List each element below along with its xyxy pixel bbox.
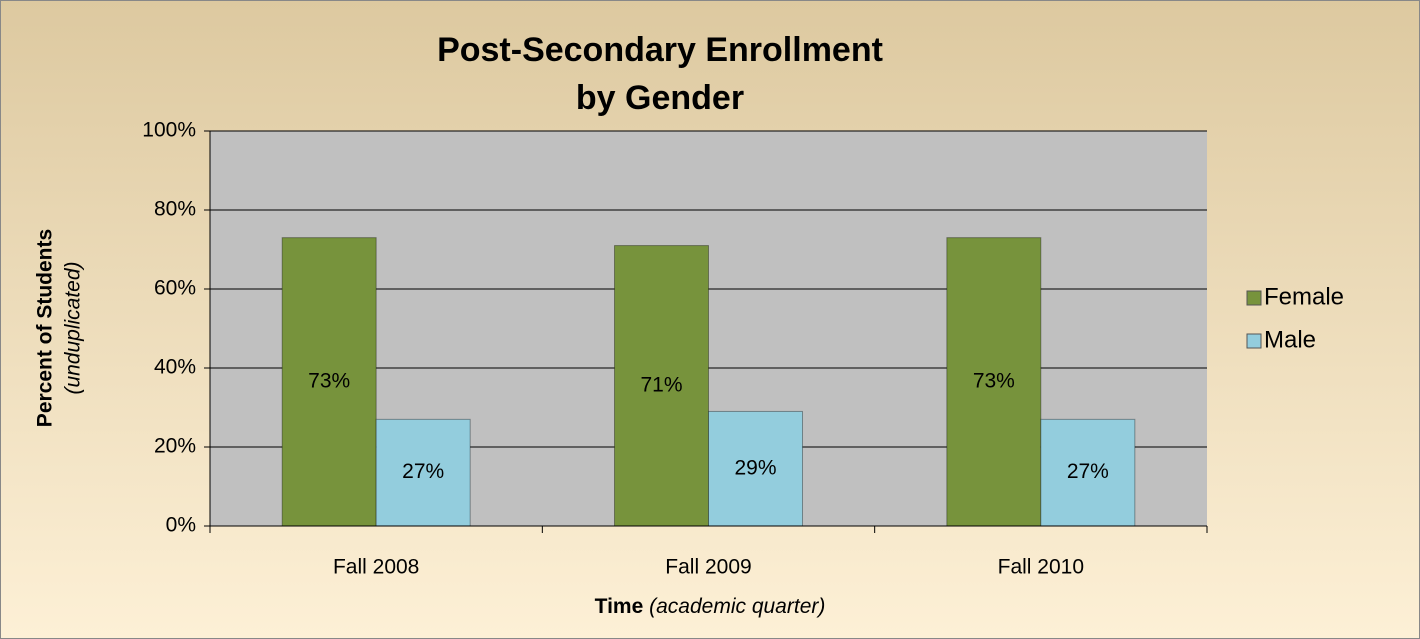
chart-title: Post-Secondary Enrollment (437, 31, 883, 69)
chart-title: by Gender (576, 79, 744, 117)
y-axis-title-sub: (unduplicated) (62, 261, 85, 394)
data-label: 71% (640, 373, 682, 396)
y-tick-label: 100% (142, 119, 196, 142)
y-tick-label: 20% (154, 435, 196, 458)
bar (375, 418, 471, 527)
y-tick-label: 40% (154, 356, 196, 379)
bar (614, 245, 709, 527)
bar (281, 237, 377, 527)
data-label: 73% (973, 369, 1015, 392)
x-tick-label: Fall 2009 (665, 556, 751, 579)
x-axis-title-main: Time (595, 595, 644, 618)
y-tick-label: 0% (166, 514, 196, 537)
x-axis-title-sub: (academic quarter) (649, 595, 825, 618)
data-label: 29% (734, 456, 776, 479)
x-tick-label: Fall 2010 (998, 556, 1084, 579)
x-tick-label: Fall 2008 (333, 556, 419, 579)
data-label: 27% (1067, 460, 1109, 483)
legend-swatch (1246, 290, 1262, 306)
bar (946, 237, 1042, 527)
legend-label: Female (1264, 283, 1344, 310)
bar (1040, 418, 1136, 527)
y-tick-label: 60% (154, 277, 196, 300)
legend-label: Male (1264, 326, 1316, 353)
data-label: 27% (402, 460, 444, 483)
data-label: 73% (308, 369, 350, 392)
y-tick-label: 80% (154, 198, 196, 221)
x-axis-title: Time (academic quarter) (595, 595, 826, 618)
y-axis-title-main: Percent of Students (34, 229, 57, 427)
y-axis-title: Percent of Students (unduplicated) (34, 229, 85, 427)
legend-swatch (1246, 333, 1262, 349)
